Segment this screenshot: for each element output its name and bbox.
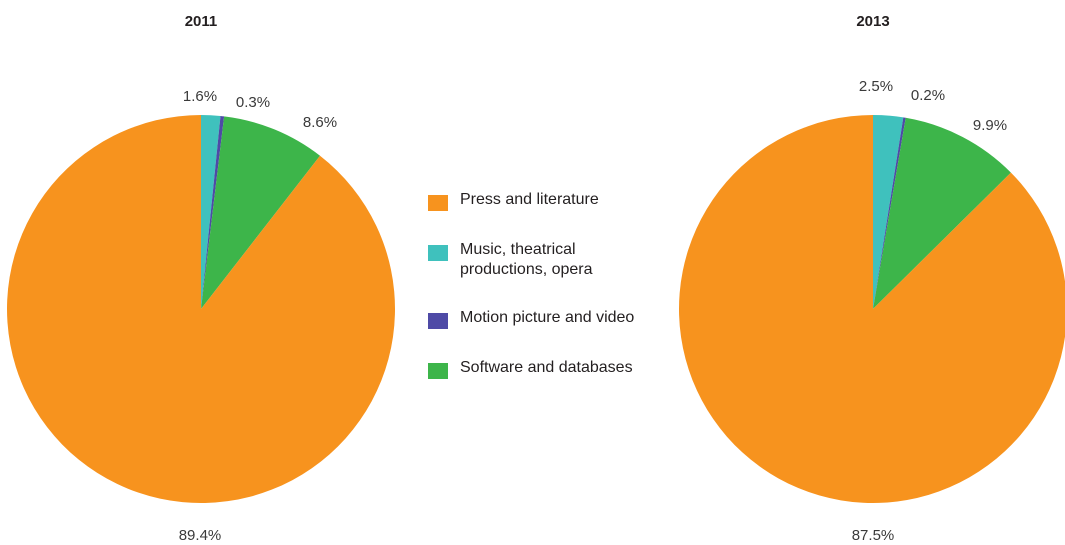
pie-slice-music-theatrical-productions-opera bbox=[873, 115, 904, 309]
legend: Press and literature Music, theatrical p… bbox=[428, 190, 668, 388]
legend-swatch-press-and-literature bbox=[428, 195, 448, 211]
legend-label: Software and databases bbox=[460, 359, 633, 376]
legend-swatch-motion-picture-and-video bbox=[428, 313, 448, 329]
pie-slice-press-and-literature bbox=[7, 115, 396, 504]
legend-item-software-and-databases: Software and databases bbox=[428, 358, 668, 388]
pie-slice-press-and-literature bbox=[679, 115, 1065, 503]
legend-swatch-music-theatrical-opera bbox=[428, 245, 448, 261]
data-label-music-theatrical-productions-opera: 2.5% bbox=[859, 78, 893, 95]
legend-label: Press and literature bbox=[460, 191, 599, 208]
chart-title-2013: 2013 bbox=[856, 13, 889, 30]
data-label-press-and-literature: 89.4% bbox=[179, 527, 222, 544]
data-label-motion-picture-and-video: 0.3% bbox=[236, 94, 270, 111]
pie-slice-music-theatrical-productions-opera bbox=[201, 115, 221, 309]
pie-slice-software-and-databases bbox=[201, 116, 321, 309]
data-label-software-and-databases: 9.9% bbox=[973, 117, 1007, 134]
pie-2011: 1.6% 0.3% 8.6% 89.4% bbox=[7, 88, 396, 544]
pie-slice-motion-picture-and-video bbox=[873, 117, 906, 309]
data-label-motion-picture-and-video: 0.2% bbox=[911, 87, 945, 104]
data-label-press-and-literature: 87.5% bbox=[852, 527, 895, 544]
data-label-music-theatrical-productions-opera: 1.6% bbox=[183, 88, 217, 105]
legend-swatch-software-and-databases bbox=[428, 363, 448, 379]
pie-slice-motion-picture-and-video bbox=[201, 115, 225, 309]
chart-title-2011: 2011 bbox=[185, 13, 218, 30]
pie-slice-software-and-databases bbox=[873, 117, 1011, 309]
data-label-software-and-databases: 8.6% bbox=[303, 114, 337, 131]
pie-2013: 2.5% 0.2% 9.9% 87.5% bbox=[679, 78, 1065, 544]
legend-label: Motion picture and video bbox=[460, 309, 635, 326]
legend-item-press-and-literature: Press and literature bbox=[428, 190, 668, 240]
legend-item-motion-picture-and-video: Motion picture and video bbox=[428, 308, 668, 358]
legend-label: Music, theatrical productions, opera bbox=[460, 241, 593, 278]
legend-item-music-theatrical-opera: Music, theatrical productions, opera bbox=[428, 240, 660, 308]
